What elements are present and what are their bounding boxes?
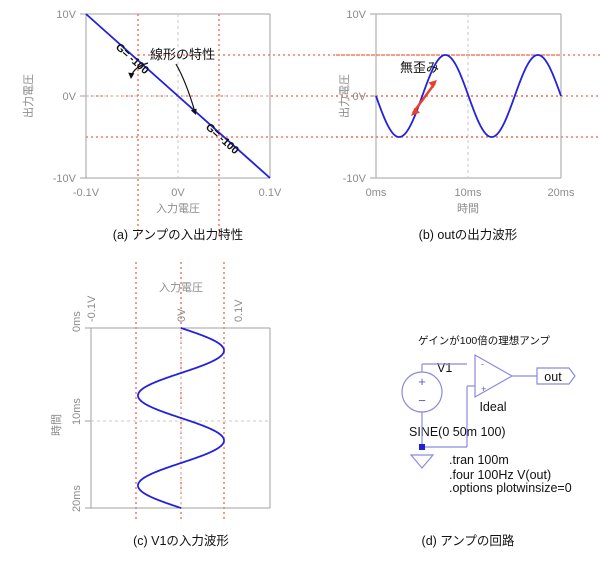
tick-label-a-x-minus01v: -0.1V [73,187,100,199]
directive-four: .four 100Hz V(out) [449,468,551,482]
directive-options: .options plotwinsize=0 [449,481,572,495]
ground-symbol [409,454,435,469]
axis-label-c-x: 入力電圧 [159,281,203,294]
tick-label-c-y-10ms: 10ms [71,398,83,425]
output-port-label: out [544,370,562,384]
tick-label-a-y-10v: 10V [56,9,76,21]
tick-label-c-y-0ms: 0ms [71,311,83,332]
tick-label-a-y-0v: 0V [63,91,77,103]
tick-label-a-y-minus10v: -10V [53,173,77,185]
trace-b-output-waveform [375,54,562,138]
tick-label-b-y-10v: 10V [346,9,366,21]
tick-label-b-y-minus10v: -10V [343,173,367,185]
tick-label-a-x-0v: 0V [171,187,185,199]
caption-panel-b: (b) outの出力波形 [419,228,518,242]
axis-label-b-x: 時間 [457,202,479,215]
output-port-symbol [536,367,576,385]
annotation-a-arrow-upper-head [128,72,135,79]
trace-a-transfer-line [85,13,271,179]
tick-label-b-x-10ms: 10ms [455,187,482,199]
caption-panel-d: (d) アンプの回路 [422,533,515,548]
source-value-label: SINE(0 50m 100) [409,425,506,439]
tick-label-a-x-01v: 0.1V [259,187,282,199]
trace-c-input-waveform [137,327,225,509]
annotation-b-arrow-head-down [411,107,420,116]
source-minus-sign: − [418,393,426,408]
opamp-name-label: Ideal [479,400,506,414]
caption-panel-c: (c) V1の入力波形 [133,534,229,548]
panel-a: 10V 0V -10V -0.1V 0V 0.1V 入力電圧 出力電圧 G= -… [21,9,600,242]
annotation-b-arrow-head-up [428,80,437,88]
opamp-symbol [474,353,514,399]
axis-label-a-y: 出力電圧 [21,74,35,118]
slope-label-a-upper: G= -100 [113,41,151,77]
annotation-a-arrow-lower-head [190,108,197,115]
ground-node-dot [419,444,425,450]
tick-label-c-y-20ms: 20ms [71,485,83,512]
annotation-a-arrow-lower-shaft [175,63,196,113]
directive-tran: .tran 100m [449,453,509,467]
tick-label-b-y-0v: 0V [353,91,367,103]
tick-label-b-x-20ms: 20ms [548,187,575,199]
source-name-label: V1 [437,361,452,375]
axis-label-b-y: 出力電圧 [337,74,351,118]
annotation-b-no-distortion: 無歪み [400,60,439,75]
tick-label-c-x-minus01v: -0.1V [86,295,98,322]
panel-d-circuit: ゲインが100倍の理想アンプ + − V1 SINE(0 50m 100) - … [401,334,576,548]
circuit-title: ゲインが100倍の理想アンプ [418,334,551,347]
tick-label-c-x-01v: 0.1V [233,299,245,322]
opamp-noninverting-input-sign: + [481,384,486,394]
axis-label-a-x: 入力電圧 [156,202,200,215]
panel-c: 0ms 10ms 20ms -0.1V 0V 0.1V 入力電圧 時間 (c) … [50,262,271,548]
caption-panel-a: (a) アンプの入出力特性 [113,227,243,242]
panel-b: 10V 0V -10V 0ms 10ms 20ms 時間 出力電圧 無歪み (b… [336,9,575,242]
annotation-b-arrow-shaft [412,82,436,114]
tick-label-b-x-0ms: 0ms [366,187,387,199]
opamp-inverting-input-sign: - [481,359,484,369]
axis-label-c-y: 時間 [50,414,63,436]
source-plus-sign: + [418,374,426,389]
tick-label-c-x-0v: 0V [176,308,188,322]
annotation-a-linearity: 線形の特性 [150,47,215,62]
slope-label-a-lower: G= -100 [203,121,241,157]
